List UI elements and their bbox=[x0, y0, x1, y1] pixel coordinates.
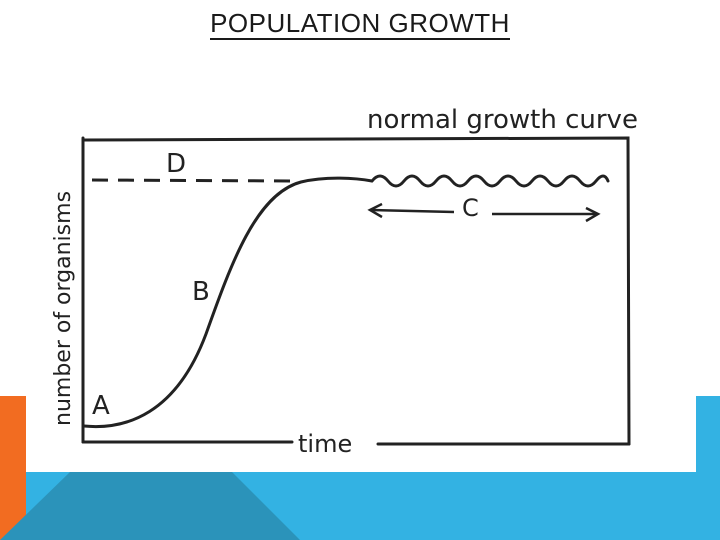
growth-curve-sketch: normal growth curve number of organisms … bbox=[26, 74, 696, 472]
arrow-c-left-head bbox=[367, 202, 383, 219]
label-b: B bbox=[192, 277, 210, 307]
graph-frame-top-right bbox=[81, 136, 631, 446]
label-d: D bbox=[166, 149, 186, 179]
slide-title-text: POPULATION GROWTH bbox=[210, 8, 510, 40]
teal-accent-wedge bbox=[0, 472, 300, 540]
orange-accent-block bbox=[0, 396, 26, 540]
carrying-capacity-line bbox=[91, 178, 297, 183]
y-axis-label: number of organisms bbox=[51, 191, 76, 426]
oscillation-curve bbox=[370, 174, 610, 188]
label-c: C bbox=[462, 194, 479, 222]
sketch-heading: normal growth curve bbox=[367, 105, 638, 135]
arrow-c-left-shaft bbox=[371, 208, 455, 214]
slide-title: POPULATION GROWTH bbox=[0, 8, 720, 40]
growth-curve bbox=[82, 176, 374, 429]
arrow-c-right-head bbox=[585, 206, 601, 223]
x-axis-label: time bbox=[298, 430, 352, 458]
blue-accent-edge bbox=[696, 396, 720, 540]
label-a: A bbox=[92, 391, 110, 421]
